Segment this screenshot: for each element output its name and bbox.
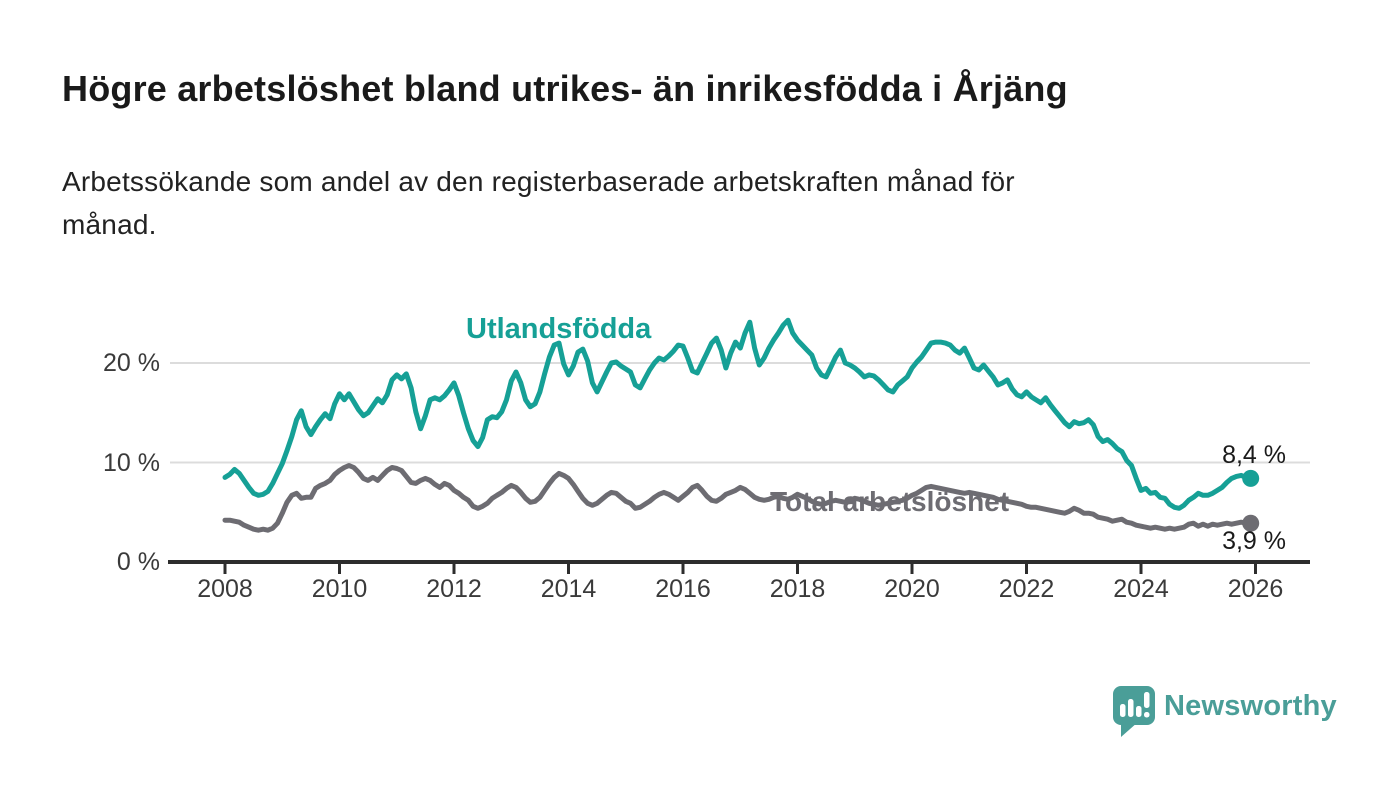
x-tick-label-2008: 2008 — [197, 575, 253, 603]
series-label-utlandsfodda: Utlandsfödda — [466, 313, 652, 345]
newsworthy-brand-name: Newsworthy — [1164, 690, 1337, 722]
end-dot-utlandsfodda — [1242, 469, 1260, 487]
y-tick-label-20: 20 % — [103, 349, 160, 377]
series-line-total — [222, 463, 1254, 533]
y-tick-label-10: 10 % — [103, 448, 160, 477]
series-label-total-arbetsloshet: Total arbetslöshet — [770, 486, 1010, 517]
chart-title: Högre arbetslöshet bland utrikes- än inr… — [62, 68, 1068, 109]
x-tick-label-2024: 2024 — [1113, 575, 1169, 603]
series-line-utlandsfodda — [222, 317, 1254, 511]
end-dot-total — [1242, 514, 1260, 532]
end-value-label-total: 3,9 % — [1222, 527, 1286, 555]
end-value-label-utlandsfodda: 8,4 % — [1222, 441, 1286, 469]
y-tick-label-0: 0 % — [116, 548, 160, 576]
x-tick-label-2020: 2020 — [884, 575, 940, 603]
x-tick-label-2012: 2012 — [426, 575, 482, 603]
x-tick-label-2018: 2018 — [769, 575, 826, 603]
x-tick-label-2022: 2022 — [998, 575, 1055, 603]
x-tick-label-2016: 2016 — [655, 575, 711, 603]
chart-subtitle-line1: Arbetssökande som andel av den registerb… — [62, 166, 1015, 197]
chart-subtitle-line2: månad. — [62, 209, 157, 240]
newsworthy-brand: Newsworthy — [1112, 684, 1352, 740]
x-tick-label-2014: 2014 — [540, 575, 597, 603]
x-tick-label-2026: 2026 — [1227, 575, 1284, 603]
x-tick-label-2010: 2010 — [311, 575, 368, 603]
newsworthy-logo-icon — [1113, 686, 1155, 737]
